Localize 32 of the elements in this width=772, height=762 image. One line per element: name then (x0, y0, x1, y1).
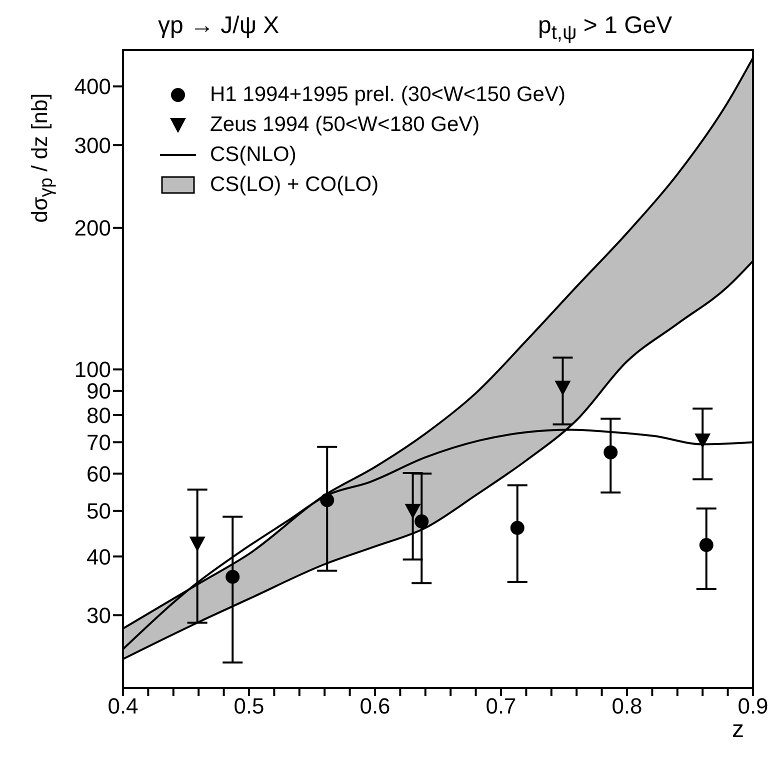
point (554, 380, 571, 396)
x-tick-label: 0.9 (738, 694, 768, 719)
y-tick-label: 60 (86, 461, 111, 486)
y-tick-label: 40 (86, 544, 111, 570)
y-tick-label: 400 (74, 74, 111, 100)
legend-label: Zeus 1994 (50<W<180 GeV) (210, 112, 480, 138)
legend-label: CS(NLO) (210, 142, 296, 168)
x-tick-label: 0.4 (108, 694, 138, 719)
point (404, 504, 421, 519)
y-tick-label: 50 (86, 498, 111, 524)
point (694, 433, 711, 448)
point (226, 570, 240, 584)
y-tick-label: 80 (86, 402, 111, 428)
x-tick-label: 0.5 (234, 694, 264, 719)
point (510, 520, 524, 535)
y-tick-label: 30 (86, 602, 111, 628)
y-tick-label: 300 (74, 132, 111, 158)
x-tick-label: 0.7 (486, 694, 516, 719)
point (414, 514, 429, 528)
x-axis-title: z (732, 716, 744, 744)
chart-title: γp → J/ψ X (158, 12, 280, 40)
point (320, 493, 334, 508)
y-tick-label: 200 (74, 216, 111, 241)
y-tick-label: 70 (86, 430, 111, 456)
x-tick-label: 0.6 (360, 694, 390, 719)
chart-subtitle: p$_{t,ψ}$ > 1 GeV (538, 12, 672, 45)
x-tick-label: 0.8 (612, 694, 642, 719)
legend-label: CS(LO) + CO(LO) (210, 172, 379, 198)
point (604, 445, 618, 460)
point (189, 536, 206, 552)
legend-label: H1 1994+1995 prel. (30<W<150 GeV) (210, 82, 566, 108)
point (699, 538, 714, 552)
